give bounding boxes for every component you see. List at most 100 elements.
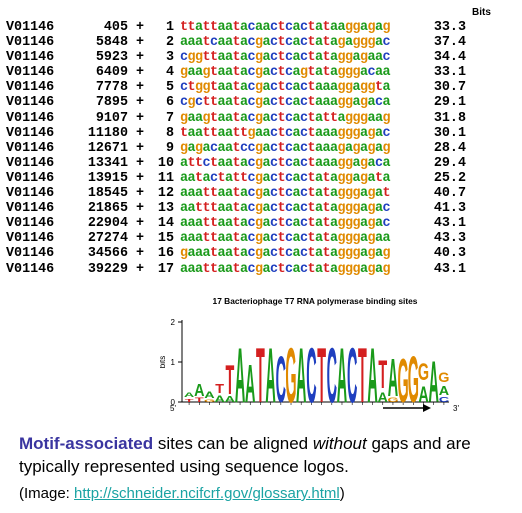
logo-letter-t: T: [195, 397, 204, 404]
credit-suffix: ): [339, 485, 345, 502]
sequence: cggttaatacgactcactataggagaac: [180, 50, 391, 66]
alignment-row: V01146 34566 +16 gaaataatacgactcactatagggag…: [6, 246, 516, 261]
sequence: gaagtaatacgactcagtatagggacaa: [180, 65, 391, 81]
strand: +: [135, 20, 145, 35]
strand: +: [135, 201, 145, 217]
accession: V01146: [6, 170, 55, 186]
site-index: 2: [165, 35, 174, 51]
sequence: aaattaatacgactcactatagggagat: [180, 186, 391, 202]
logo-letter-g: G: [408, 344, 419, 417]
logo-letter-c: C: [327, 331, 337, 418]
bits-value: 30.7: [433, 80, 466, 96]
logo-letter-a: A: [214, 394, 225, 404]
site-index: 14: [157, 216, 174, 232]
site-index: 9: [165, 140, 174, 156]
logo-letter-a: A: [245, 354, 255, 414]
accession: V01146: [6, 140, 55, 156]
position: 34566: [87, 246, 128, 262]
sequence: aatactattcgactcactataggagata: [180, 170, 391, 186]
logo-letter-t: T: [358, 331, 367, 418]
site-index: 3: [165, 50, 174, 66]
logo-letter-g: G: [387, 397, 398, 404]
bits-value: 43.3: [433, 231, 466, 247]
y-axis-label: bits: [160, 356, 167, 368]
sequence: cgcttaatacgactcactaaaggagaca: [180, 95, 391, 111]
logo-letter-a: A: [388, 348, 398, 408]
accession: V01146: [6, 155, 55, 171]
position: 13341: [87, 155, 128, 171]
strand: +: [135, 125, 145, 141]
logo-letter-t: T: [378, 353, 387, 397]
bits-value: 37.4: [433, 35, 466, 51]
three-prime-label: 3': [453, 404, 459, 413]
logo-letter-c: C: [276, 344, 286, 417]
site-index: 13: [157, 201, 174, 217]
bits-value: 28.4: [433, 140, 466, 156]
logo-letter-a: A: [225, 395, 236, 404]
site-index: 12: [157, 186, 174, 202]
position: 6409: [95, 65, 128, 81]
position: 27274: [87, 231, 128, 247]
bits-value: 34.4: [433, 50, 466, 66]
bits-value: 40.3: [433, 246, 466, 262]
caption-text-1: sites can be aligned: [153, 434, 313, 453]
position: 5923: [95, 50, 128, 66]
logo-title: 17 Bacteriophage T7 RNA polymerase bindi…: [212, 296, 418, 306]
strand: +: [135, 80, 145, 96]
sequence: ttattaatacaactcactataaggagag: [180, 20, 391, 35]
logo-letter-g: G: [285, 331, 296, 418]
alignment-row: V01146 6409 +4 gaagtaatacgactcagtatagggacaa…: [6, 65, 516, 80]
sequence: aaattaatacgactcactatagggagag: [180, 261, 391, 277]
alignment-row: V01146 22904 +14 aaattaatacgactcactatagggag…: [6, 216, 516, 231]
site-index: 15: [157, 231, 174, 247]
alignment-row: V01146 405 +1 ttattaatacaactcactataaggagag 3…: [6, 20, 516, 35]
logo-letter-t: T: [215, 382, 225, 396]
glossary-link[interactable]: http://schneider.ncifcrf.gov/glossary.ht…: [74, 485, 340, 502]
sequence: gaagtaatacgactcactattagggaag: [180, 110, 391, 126]
logo-letter-t: T: [185, 398, 194, 403]
strand: +: [135, 50, 145, 66]
logo-letter-a: A: [194, 381, 205, 401]
alignment-row: V01146 9107 +7 gaagtaatacgactcactattagggaag…: [6, 111, 516, 126]
sequence-alignment: V01146 405 +1 ttattaatacaactcactataaggagag 3…: [6, 20, 516, 277]
bits-value: 31.8: [433, 110, 466, 126]
bits-value: 29.4: [433, 155, 466, 171]
position: 7778: [95, 80, 128, 96]
strand: +: [135, 65, 145, 81]
alignment-row: V01146 13915 +11 aatactattcgactcactataggaga…: [6, 171, 516, 186]
accession: V01146: [6, 216, 55, 232]
strand: +: [135, 170, 145, 186]
direction-arrow-head: [423, 404, 431, 412]
logo-letter-g: G: [398, 346, 409, 416]
bits-value: 40.7: [433, 186, 466, 202]
accession: V01146: [6, 110, 55, 126]
bits-value: 43.1: [433, 216, 466, 232]
site-index: 11: [157, 170, 174, 186]
logo-letter-c: C: [347, 331, 357, 418]
sequence: aatttaatacgactcactatagggagac: [180, 201, 391, 217]
caption-italic: without: [312, 434, 367, 453]
logo-letter-a: A: [265, 331, 275, 418]
alignment-row: V01146 18545 +12 aaattaatacgactcactatagggag…: [6, 186, 516, 201]
position: 5848: [95, 35, 128, 51]
alignment-row: V01146 5848 +2 aaatcaatacgactcactatagagggac…: [6, 35, 516, 50]
accession: V01146: [6, 231, 55, 247]
logo-letter-c: C: [439, 396, 449, 404]
site-index: 6: [165, 95, 174, 111]
bits-value: 33.1: [433, 65, 466, 81]
accession: V01146: [6, 50, 55, 66]
logo-letter-a: A: [296, 331, 306, 418]
logo-letter-a: A: [235, 331, 245, 418]
strand: +: [135, 155, 145, 171]
strand: +: [135, 35, 145, 51]
alignment-row: V01146 39229 +17 aaattaatacgactcactatagggag…: [6, 262, 516, 277]
site-index: 1: [165, 20, 174, 35]
alignment-row: V01146 27274 +15 aaattaatacgactcactatagggag…: [6, 231, 516, 246]
accession: V01146: [6, 246, 55, 262]
site-index: 17: [157, 261, 174, 277]
position: 39229: [87, 261, 128, 277]
position: 11180: [87, 125, 128, 141]
site-index: 7: [165, 110, 174, 126]
strand: +: [135, 261, 145, 277]
bits-column-header: Bits: [472, 7, 491, 18]
